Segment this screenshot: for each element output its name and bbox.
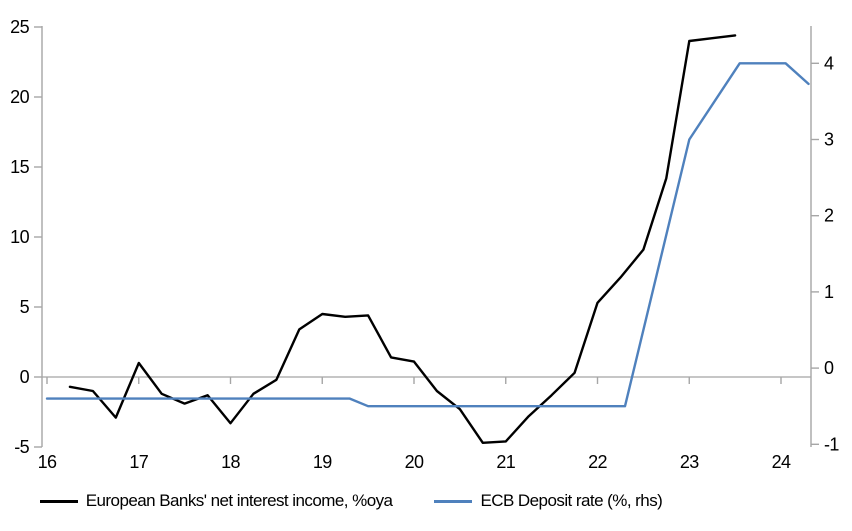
- x-axis-tick-label: 24: [772, 452, 791, 472]
- legend-line-sample-blue: [434, 499, 473, 503]
- x-axis-tick-label: 22: [588, 452, 607, 472]
- x-axis-tick-label: 19: [313, 452, 332, 472]
- x-axis-tick-label: 16: [38, 452, 57, 472]
- x-axis-tick-label: 23: [680, 452, 699, 472]
- x-axis-tick-label: 18: [221, 452, 240, 472]
- chart-legend: European Banks' net interest income, %oy…: [0, 491, 852, 511]
- right-axis-tick-label: 4: [824, 53, 834, 73]
- left-axis-tick-label: 25: [10, 17, 29, 37]
- right-axis-tick-label: 1: [824, 282, 834, 302]
- left-axis-tick-label: 0: [20, 367, 30, 387]
- legend-label: ECB Deposit rate (%, rhs): [480, 491, 663, 510]
- right-axis-tick-label: 3: [824, 130, 834, 150]
- series-line-ecb-deposit-rate: [45, 62, 810, 408]
- x-axis-tick-label: 20: [405, 452, 424, 472]
- x-axis-tick-label: 21: [496, 452, 515, 472]
- right-axis-tick-label: -1: [824, 434, 839, 454]
- left-axis-tick-label: -5: [14, 437, 29, 457]
- left-axis-tick-label: 15: [10, 157, 29, 177]
- left-axis-tick-label: 5: [20, 297, 30, 317]
- legend-line-sample-black: [39, 499, 78, 503]
- series-line-net-interest-income: [68, 34, 737, 444]
- left-axis-tick-label: 20: [10, 87, 29, 107]
- legend-item-ecb-deposit-rate: ECB Deposit rate (%, rhs): [434, 491, 663, 511]
- legend-item-net-interest-income: European Banks' net interest income, %oy…: [39, 491, 393, 511]
- left-axis-tick-label: 10: [10, 227, 29, 247]
- right-axis-tick-label: 2: [824, 206, 834, 226]
- right-axis-tick-label: 0: [824, 358, 834, 378]
- x-axis-tick-label: 17: [129, 452, 148, 472]
- legend-label: European Banks' net interest income, %oy…: [85, 491, 393, 510]
